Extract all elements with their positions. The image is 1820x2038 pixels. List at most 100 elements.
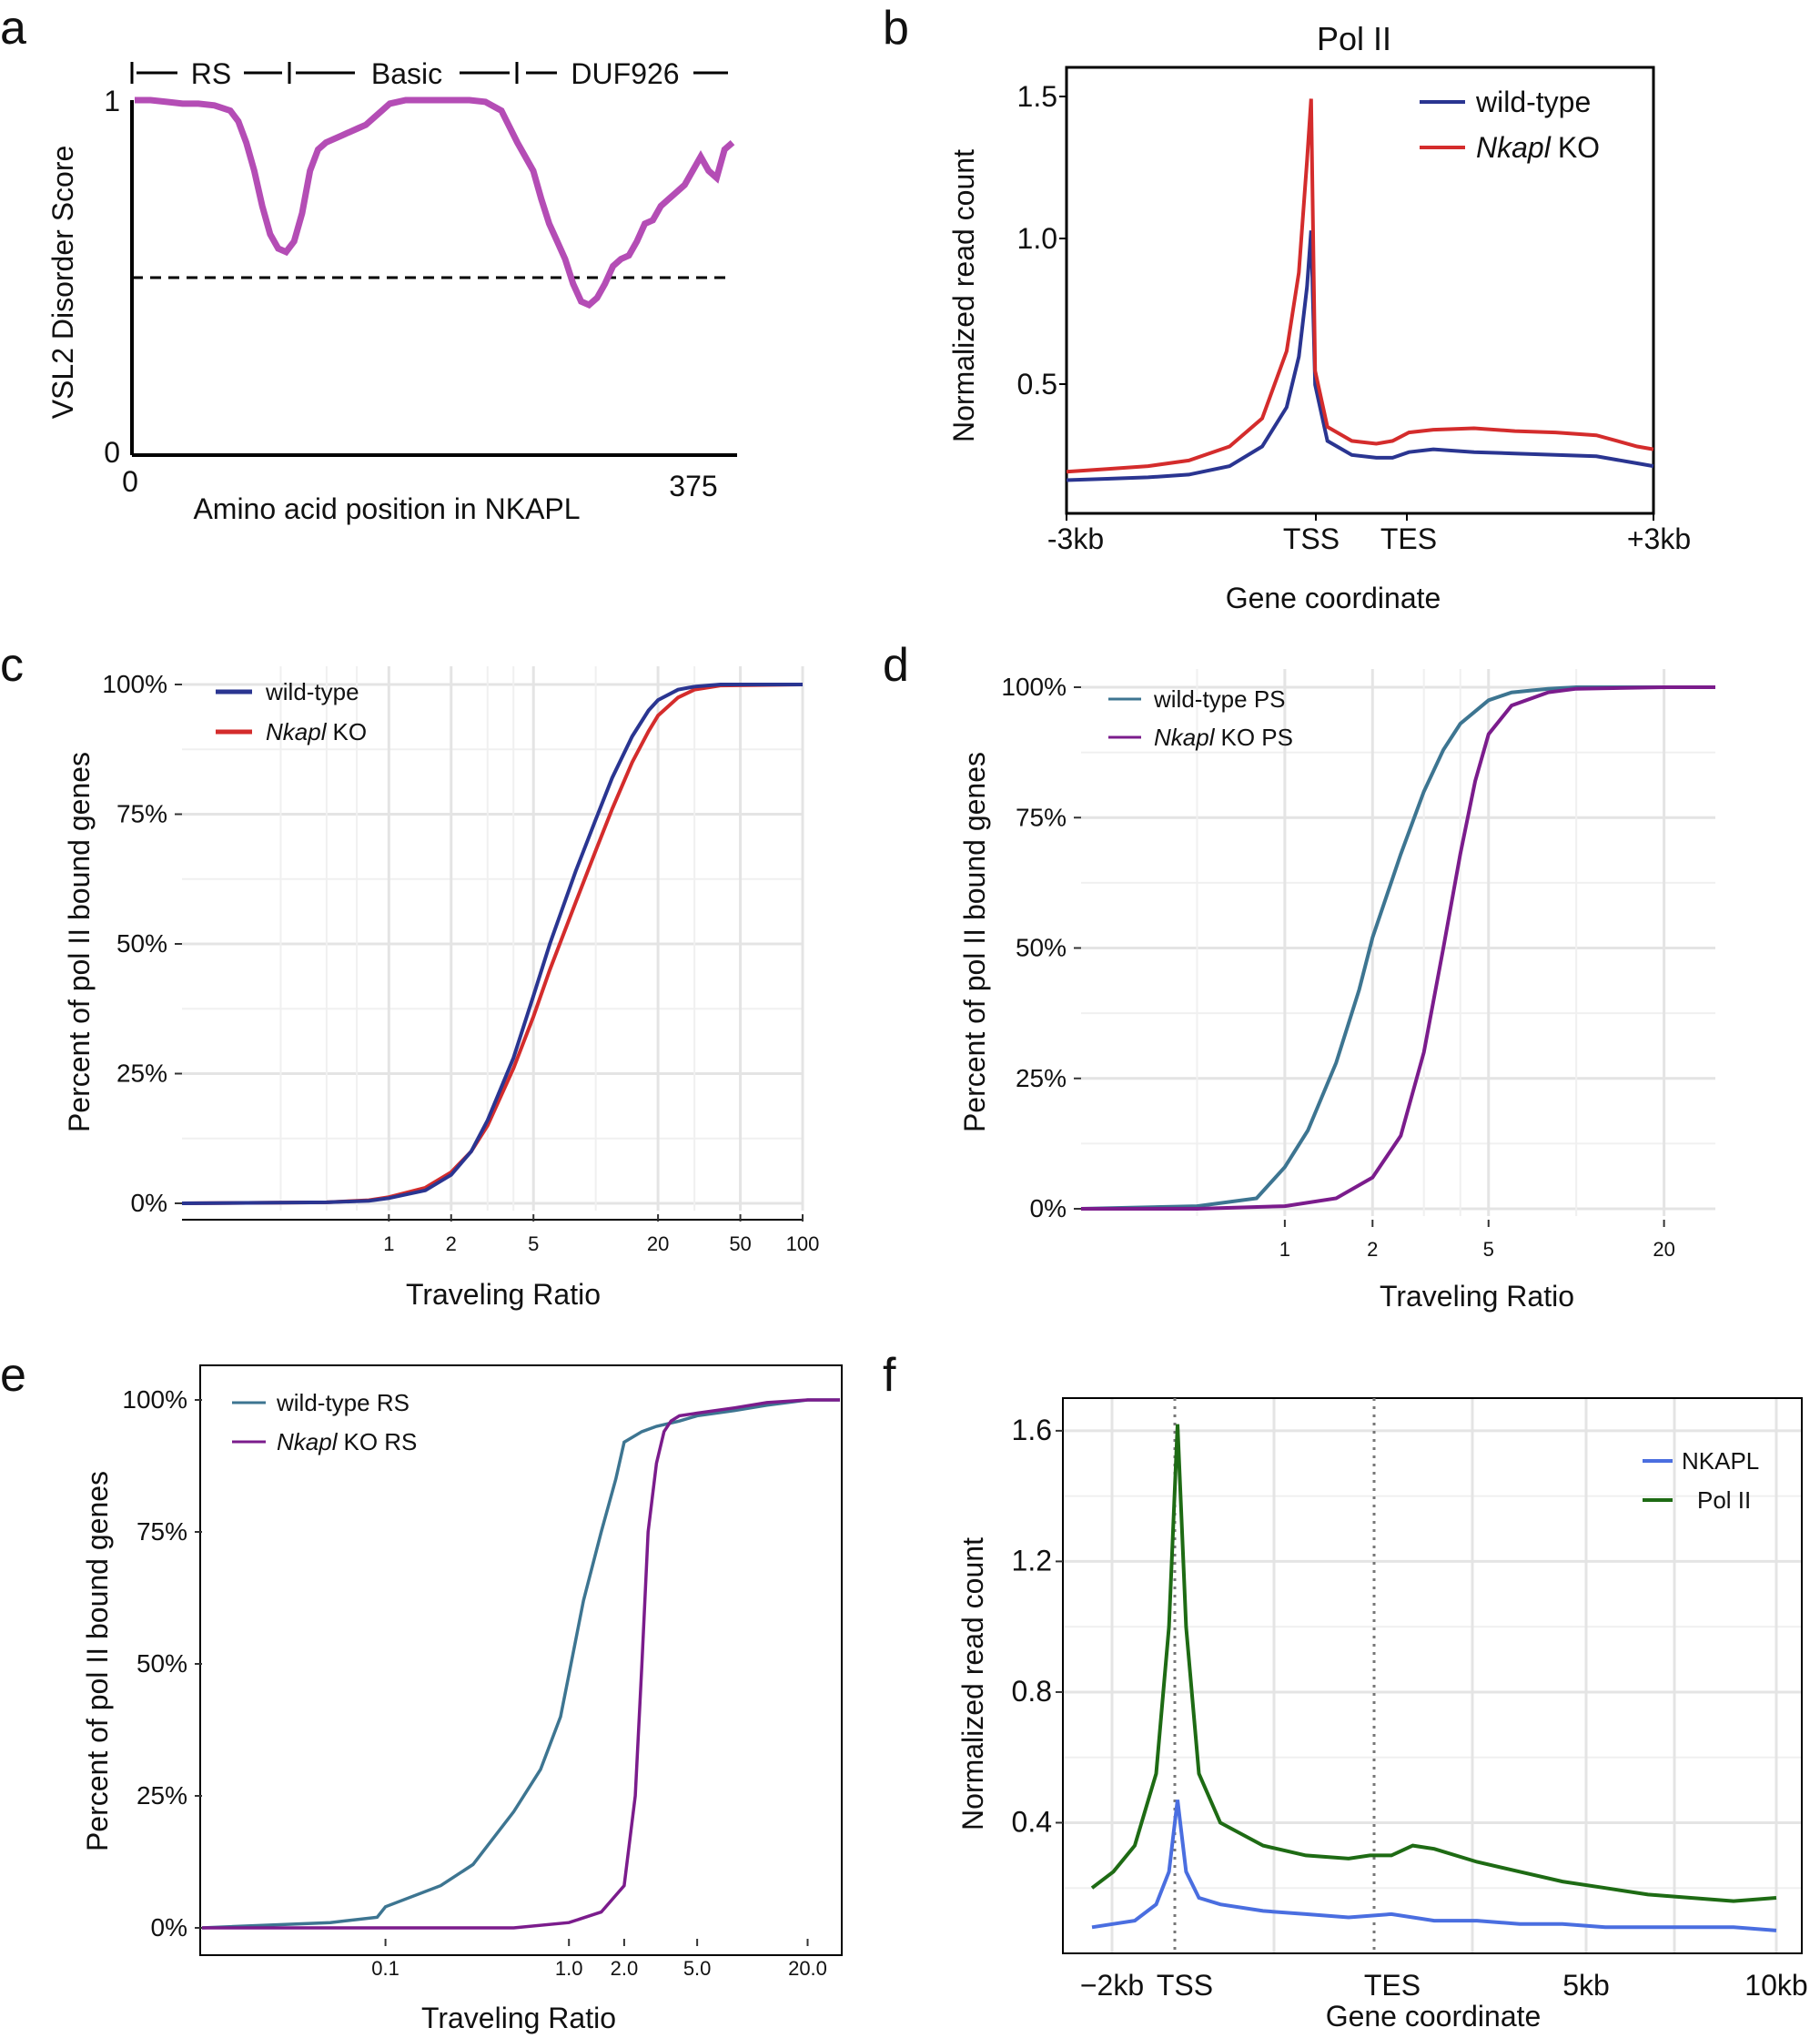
b-title: Pol II	[1317, 20, 1391, 57]
f-y-tick-label: 1.2	[1012, 1544, 1052, 1577]
a-y-tick-label-0: 0	[104, 436, 120, 469]
a-domain-label-basic: Basic	[371, 57, 442, 90]
f-x-tick-label-minus2kb: −2kb	[1080, 1969, 1144, 2002]
f-legend-label-pol-ii: Pol II	[1697, 1486, 1751, 1514]
b-plot-frame	[1065, 66, 1655, 515]
b-y-tick-label-1-0: 1.0	[1017, 222, 1057, 255]
f-y-ticks: 0.4 0.8 1.2 1.6	[1012, 1414, 1063, 1838]
panel-label-b: b	[883, 2, 909, 55]
d-x-tick-label: 2	[1367, 1238, 1378, 1261]
d-series-line-ko-ps	[1081, 685, 1715, 1211]
b-y-axis-title: Normalized read count	[947, 149, 980, 442]
d-y-tick-label: 75%	[1016, 803, 1067, 831]
panel-label-c: c	[0, 639, 24, 692]
c-x-tick-label: 20	[647, 1232, 669, 1255]
b-y-tick-label-0-5: 0.5	[1017, 368, 1057, 401]
a-x-tick-label-0: 0	[122, 465, 138, 498]
c-series-line-wild-type	[181, 683, 803, 1205]
panel-e: e 0% 25% 50% 75% 100% 0.1 1.0 2.0 5.0 20.0 Trave…	[0, 1349, 843, 2034]
e-x-tick-label: 2.0	[611, 1957, 639, 1980]
e-series-line-ko-rs	[202, 1398, 840, 1930]
d-x-tick-label: 1	[1279, 1238, 1290, 1261]
f-x-tick-label-tes: TES	[1364, 1969, 1421, 2002]
panel-a: a RS Basic DUF926 1 0 0 375 Amino acid p…	[0, 2, 737, 525]
c-x-tick-label: 50	[729, 1232, 751, 1255]
panel-f: f 0.4 0.8 1.2 1.6 −2kb TSS TES 5kb 10kb Gen…	[883, 1349, 1808, 2033]
d-x-ticks: 1 2 5 20	[1279, 1220, 1675, 1261]
b-legend-label-ko-suffix: KO	[1558, 131, 1600, 164]
e-y-tick-label: 0%	[151, 1913, 187, 1942]
f-x-tick-label-10kb: 10kb	[1744, 1969, 1807, 2002]
d-legend: wild-type PS Nkapl KO PS	[1108, 685, 1293, 751]
f-y-tick-label: 1.6	[1012, 1414, 1052, 1446]
c-x-tick-label: 2	[446, 1232, 457, 1255]
a-x-tick-label-375: 375	[669, 470, 717, 502]
panel-b: b Pol II 1.5 1.0 0.5 -3kb TSS TES +3kb G…	[883, 2, 1691, 614]
d-x-tick-label: 20	[1653, 1238, 1674, 1261]
panel-label-f: f	[883, 1349, 896, 1402]
c-y-tick-label: 50%	[116, 929, 167, 958]
c-y-ticks: 0% 25% 50% 75% 100%	[102, 670, 182, 1217]
c-y-tick-label: 25%	[116, 1060, 167, 1088]
panel-c: c 0% 25% 50% 75% 100% 1 2 5 20 50 100 Traveling R…	[0, 639, 819, 1311]
a-y-axis-title: VSL2 Disorder Score	[46, 146, 79, 420]
a-disorder-line	[135, 96, 735, 309]
c-legend-label-wild-type: wild-type	[265, 678, 359, 705]
f-plot-frame	[1062, 1397, 1803, 1954]
b-legend-label-wild-type: wild-type	[1475, 86, 1591, 118]
b-series-line-ko	[1066, 98, 1654, 474]
f-y-tick-label: 0.4	[1012, 1805, 1052, 1838]
e-x-tick-label: 0.1	[371, 1957, 399, 1980]
f-x-tick-label-tss: TSS	[1157, 1969, 1213, 2002]
d-y-tick-label: 100%	[1001, 673, 1067, 701]
f-x-axis-title: Gene coordinate	[1326, 2000, 1542, 2033]
b-legend-label-ko-gene: Nkapl	[1476, 131, 1552, 164]
c-y-tick-label: 75%	[116, 800, 167, 828]
e-legend-label-ko-rs: Nkapl KO RS	[277, 1428, 417, 1455]
f-x-tick-label-5kb: 5kb	[1562, 1969, 1610, 2002]
f-series-line-nkapl	[1091, 1800, 1777, 1932]
b-legend-label-ko: Nkapl KO	[1476, 131, 1600, 164]
a-x-axis-title: Amino acid position in NKAPL	[193, 492, 580, 525]
c-y-tick-label: 0%	[131, 1189, 167, 1217]
e-x-axis-title: Traveling Ratio	[421, 2002, 616, 2034]
d-legend-label-wild-type-ps: wild-type PS	[1153, 685, 1286, 713]
c-legend: wild-type Nkapl KO	[216, 678, 367, 745]
e-x-tick-label: 1.0	[555, 1957, 583, 1980]
c-legend-label-ko-suffix: KO	[332, 718, 367, 745]
e-x-ticks: 0.1 1.0 2.0 5.0 20.0	[371, 1939, 827, 1980]
panel-label-d: d	[883, 639, 909, 692]
a-domain-label-duf926: DUF926	[571, 57, 679, 90]
c-x-tick-label: 100	[786, 1232, 820, 1255]
e-legend-label-wild-type-rs: wild-type RS	[276, 1389, 410, 1416]
f-y-axis-title: Normalized read count	[956, 1537, 989, 1830]
f-grid	[1064, 1399, 1801, 1952]
e-y-tick-label: 25%	[136, 1781, 187, 1810]
c-grid	[182, 666, 804, 1211]
d-y-axis-title: Percent of pol II bound genes	[958, 752, 991, 1132]
panel-label-e: e	[0, 1349, 26, 1402]
f-y-tick-label: 0.8	[1012, 1675, 1052, 1708]
e-legend-label-ko-rs-suffix: KO RS	[343, 1428, 417, 1455]
panel-d: d 0%25%50%75%100% 1 2 5 20 Traveling Ratio …	[883, 639, 1715, 1313]
d-y-tick-label: 0%	[1030, 1194, 1067, 1222]
c-x-axis-title: Traveling Ratio	[406, 1278, 601, 1311]
e-y-tick-label: 50%	[136, 1649, 187, 1678]
c-y-tick-label: 100%	[102, 670, 167, 698]
d-legend-label-ko-ps-suffix: KO PS	[1220, 724, 1292, 751]
e-y-axis-title: Percent of pol II bound genes	[81, 1471, 114, 1851]
e-y-tick-label: 75%	[136, 1517, 187, 1546]
d-series-line-wild-type-ps	[1080, 685, 1715, 1211]
c-y-axis-title: Percent of pol II bound genes	[63, 752, 96, 1132]
panel-label-a: a	[0, 2, 26, 55]
a-domain-label-rs: RS	[191, 57, 231, 90]
d-legend-label-ko-ps: Nkapl KO PS	[1154, 724, 1293, 751]
a-y-tick-label-1: 1	[104, 85, 120, 117]
e-legend-label-ko-rs-gene: Nkapl	[277, 1428, 339, 1455]
f-legend: NKAPL Pol II	[1643, 1447, 1759, 1514]
c-x-tick-label: 5	[528, 1232, 539, 1255]
f-series-line-pol-ii	[1090, 1424, 1777, 1903]
a-domain-bracket	[130, 62, 728, 84]
b-x-tick-label-minus3kb: -3kb	[1047, 522, 1104, 555]
